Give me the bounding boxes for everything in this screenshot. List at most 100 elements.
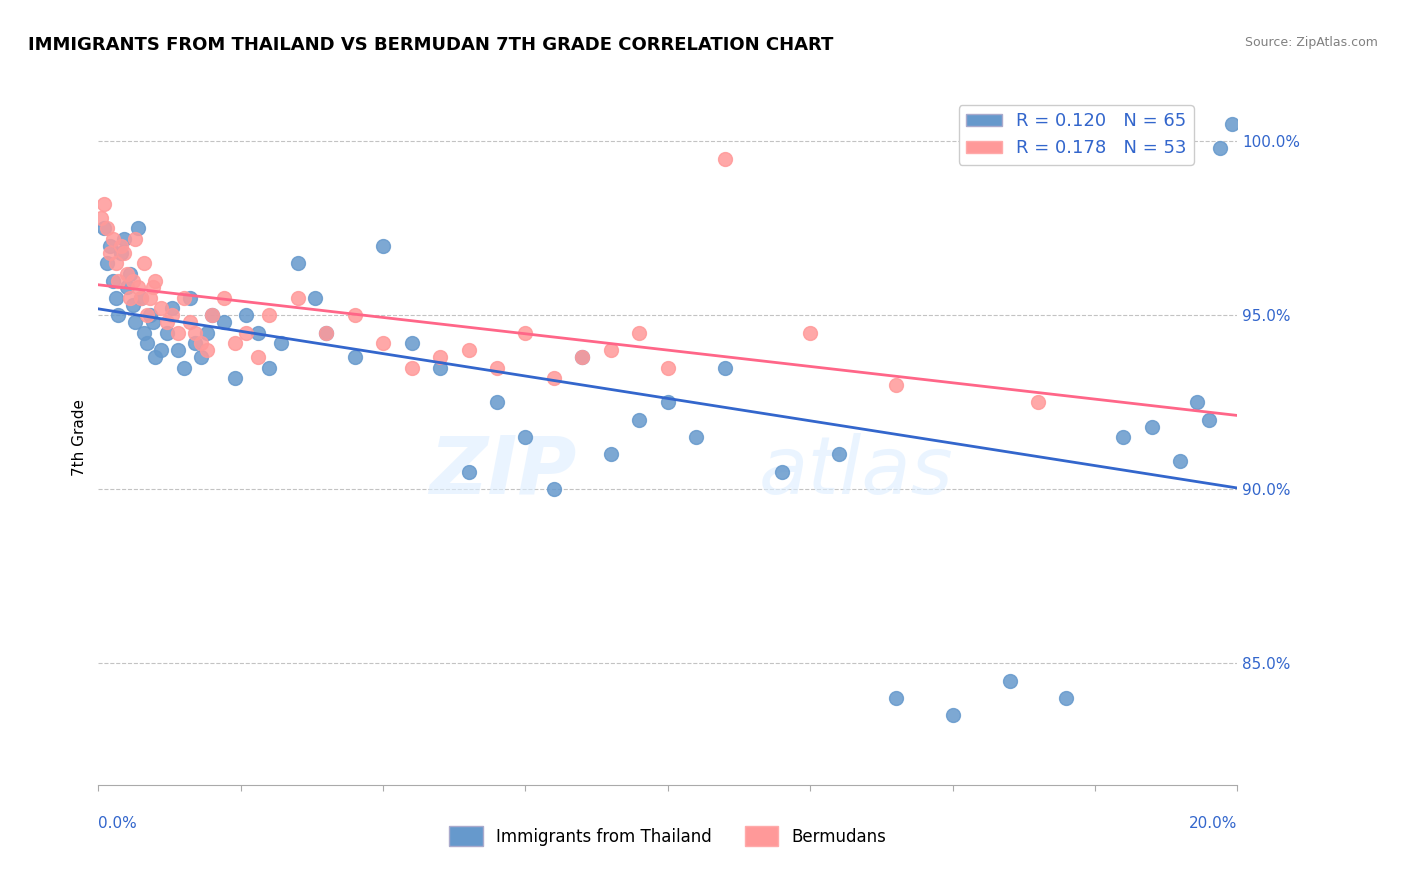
Point <box>259 360 281 375</box>
Point <box>515 326 537 340</box>
Point <box>118 291 141 305</box>
Point <box>141 315 163 329</box>
Point <box>93 221 115 235</box>
Point <box>1026 395 1049 409</box>
Point <box>287 291 309 305</box>
Point <box>371 239 394 253</box>
Point <box>115 267 138 281</box>
Point <box>343 350 366 364</box>
Point <box>90 211 112 225</box>
Point <box>1198 413 1220 427</box>
Text: ZIP: ZIP <box>429 433 576 511</box>
Point <box>1140 419 1163 434</box>
Point <box>145 350 167 364</box>
Point <box>121 274 143 288</box>
Point <box>124 315 146 329</box>
Point <box>98 239 121 253</box>
Point <box>141 280 163 294</box>
Point <box>998 673 1021 688</box>
Point <box>118 267 141 281</box>
Point <box>942 708 965 723</box>
Point <box>429 360 451 375</box>
Point <box>104 291 127 305</box>
Point <box>1170 454 1192 468</box>
Text: 0.0%: 0.0% <box>98 816 138 831</box>
Text: atlas: atlas <box>759 433 953 511</box>
Point <box>112 245 135 260</box>
Point <box>714 152 737 166</box>
Point <box>138 309 160 323</box>
Point <box>195 326 218 340</box>
Point <box>714 360 737 375</box>
Point <box>150 343 173 358</box>
Point <box>884 378 907 392</box>
Point <box>167 343 190 358</box>
Point <box>132 326 155 340</box>
Point <box>104 256 127 270</box>
Text: 20.0%: 20.0% <box>1189 816 1237 831</box>
Point <box>543 483 565 497</box>
Point <box>246 326 269 340</box>
Point <box>235 326 257 340</box>
Point <box>129 291 152 305</box>
Point <box>1209 141 1232 155</box>
Point <box>515 430 537 444</box>
Point <box>571 350 593 364</box>
Point <box>173 291 195 305</box>
Point <box>543 371 565 385</box>
Point <box>315 326 337 340</box>
Point <box>884 691 907 706</box>
Point <box>235 309 257 323</box>
Point <box>121 298 143 312</box>
Point <box>401 360 423 375</box>
Point <box>190 350 212 364</box>
Point <box>1056 691 1078 706</box>
Point <box>96 221 118 235</box>
Point <box>212 291 235 305</box>
Point <box>685 430 707 444</box>
Point <box>259 309 281 323</box>
Point <box>93 197 115 211</box>
Point <box>115 280 138 294</box>
Point <box>571 350 593 364</box>
Point <box>224 336 246 351</box>
Point <box>457 343 479 358</box>
Point <box>486 360 509 375</box>
Point <box>112 232 135 246</box>
Point <box>201 309 224 323</box>
Point <box>195 343 218 358</box>
Point <box>343 309 366 323</box>
Point <box>179 315 201 329</box>
Point <box>657 395 679 409</box>
Point <box>135 336 157 351</box>
Point <box>184 336 207 351</box>
Point <box>124 232 146 246</box>
Point <box>107 274 129 288</box>
Point <box>127 221 149 235</box>
Point <box>770 465 793 479</box>
Point <box>1112 430 1135 444</box>
Point <box>110 245 132 260</box>
Point <box>224 371 246 385</box>
Point <box>600 448 623 462</box>
Point <box>145 274 167 288</box>
Point <box>162 301 184 316</box>
Point <box>101 232 124 246</box>
Point <box>457 465 479 479</box>
Point <box>138 291 160 305</box>
Point <box>132 256 155 270</box>
Point <box>657 360 679 375</box>
Point <box>98 245 121 260</box>
Point <box>486 395 509 409</box>
Point <box>127 280 149 294</box>
Point <box>315 326 337 340</box>
Point <box>628 326 651 340</box>
Text: Source: ZipAtlas.com: Source: ZipAtlas.com <box>1244 36 1378 49</box>
Legend: Immigrants from Thailand, Bermudans: Immigrants from Thailand, Bermudans <box>443 820 893 853</box>
Point <box>828 448 851 462</box>
Point <box>1187 395 1209 409</box>
Point <box>401 336 423 351</box>
Point <box>287 256 309 270</box>
Point <box>190 336 212 351</box>
Point <box>429 350 451 364</box>
